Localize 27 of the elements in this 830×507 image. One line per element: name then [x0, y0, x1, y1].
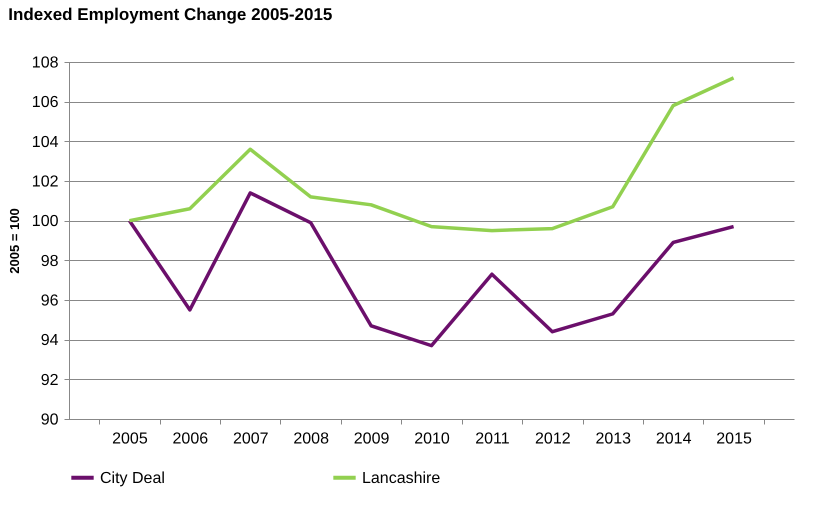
x-tick-label: 2012 — [535, 430, 571, 448]
line-series — [128, 76, 736, 232]
y-tick-label: 102 — [32, 174, 59, 190]
y-tick-label: 100 — [32, 213, 59, 230]
legend-label: City Deal — [100, 470, 165, 487]
x-tick-label: 2013 — [595, 430, 632, 448]
x-tick-label: 2006 — [172, 430, 208, 448]
y-tick-label: 104 — [32, 134, 59, 151]
x-tick-label: 2010 — [414, 430, 450, 448]
line-series — [128, 191, 736, 348]
legend-label: Lancashire — [362, 470, 440, 487]
y-tick-label: 98 — [40, 252, 59, 270]
y-tick-label: 96 — [40, 292, 59, 310]
y-axis-title: 2005 = 100 — [6, 208, 22, 274]
x-tick-label: 2007 — [232, 430, 269, 448]
y-tick-label: 106 — [32, 94, 59, 112]
y-tick-label: 92 — [40, 372, 59, 389]
x-tick-label: 2005 — [112, 430, 148, 448]
x-tick-label: 2008 — [293, 430, 330, 448]
x-tick-label: 2015 — [716, 430, 752, 448]
y-tick-label: 94 — [40, 332, 59, 350]
chart-title: Indexed Employment Change 2005-2015 — [8, 5, 332, 24]
y-tick-label: 90 — [40, 412, 59, 428]
x-tick-label: 2014 — [656, 430, 692, 448]
y-tick-label: 108 — [32, 54, 59, 72]
x-tick-label: 2009 — [354, 430, 390, 448]
x-tick-label: 2011 — [475, 430, 510, 448]
